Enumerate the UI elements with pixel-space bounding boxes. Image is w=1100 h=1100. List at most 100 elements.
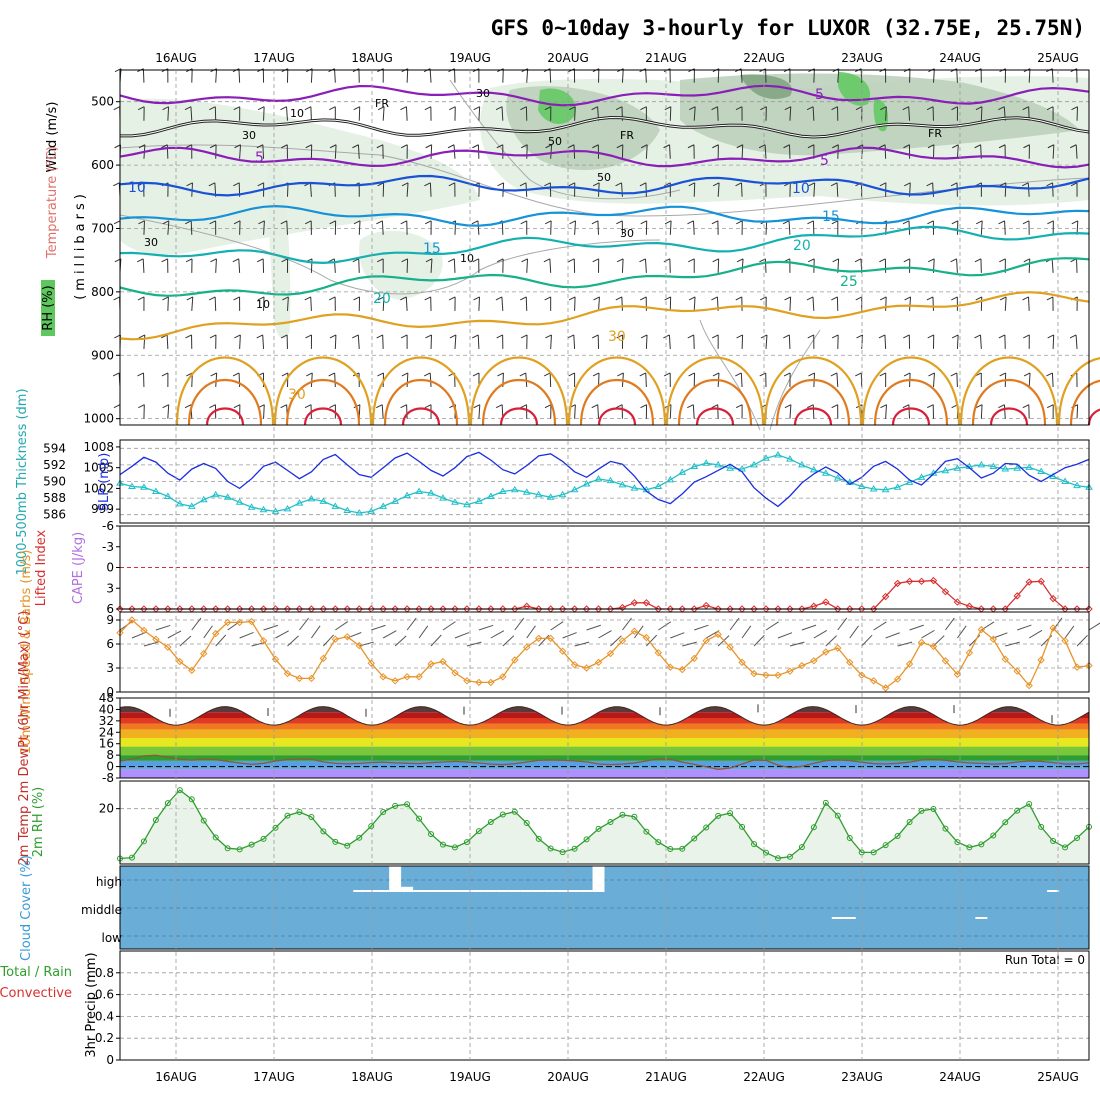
rh2m-point xyxy=(1038,823,1045,830)
wind-barb-flag xyxy=(950,372,958,377)
rh2m-point xyxy=(440,841,446,848)
precip-tick-label: 0.6 xyxy=(95,988,114,1002)
cloud-high-bar xyxy=(496,890,509,892)
contour-label: 20 xyxy=(373,291,391,307)
thickness-line xyxy=(119,454,1090,514)
wind-barb-flag xyxy=(928,372,935,377)
wind-barb-flag xyxy=(807,404,814,409)
rh2m-point xyxy=(511,808,518,815)
wind-barb xyxy=(190,220,193,235)
surface-warm-isotherm xyxy=(401,407,441,426)
wind-barb-flag xyxy=(712,372,720,377)
wind-barb xyxy=(621,296,623,311)
wind-barb xyxy=(238,372,241,387)
wind-speed-point xyxy=(307,674,316,683)
surface-wind-barb xyxy=(646,634,658,647)
wind-barb-flag xyxy=(783,372,791,377)
thickness-point xyxy=(463,500,471,508)
rh2m-point xyxy=(451,844,458,851)
thickness-point xyxy=(606,476,615,484)
rh2m-point xyxy=(547,845,554,852)
wind-barb xyxy=(740,68,743,83)
wind-barb-flag xyxy=(543,258,551,263)
wind-barb xyxy=(262,334,265,349)
wind-barb-flag xyxy=(377,296,385,301)
thickness-point xyxy=(546,493,555,500)
wind-barb-flag xyxy=(1046,296,1054,301)
wind-barb-flag xyxy=(735,404,743,409)
wind-barb xyxy=(980,220,983,235)
wind-gridlines xyxy=(120,619,1089,693)
wind-barb xyxy=(1004,220,1006,235)
surface-wind-barb xyxy=(921,629,935,639)
wind-barb xyxy=(788,220,791,235)
day-label-top: 20AUG xyxy=(547,51,589,65)
day-axis-labels: 16AUG 16AUG 17AUG 17AUG 18AUG 18AUG 19AUG 19AUG… xyxy=(155,51,1079,1084)
rh2m-point xyxy=(763,849,769,856)
rh2m-point xyxy=(846,834,853,841)
contour-label: 30 xyxy=(620,227,634,240)
wind-barb-flag xyxy=(904,296,911,301)
wind-barb-flag xyxy=(568,296,576,301)
thickness-point xyxy=(367,507,376,514)
wind-barb xyxy=(837,68,840,83)
wind-barb xyxy=(574,404,576,419)
surface-wind-barb xyxy=(694,624,709,631)
rh2m-point xyxy=(595,825,602,832)
wind-barb xyxy=(717,182,720,197)
rh2m-point xyxy=(188,796,195,803)
wind-barb xyxy=(693,182,696,197)
surface-wind-barb xyxy=(849,625,859,639)
wind-barb-flag xyxy=(998,220,1005,225)
rh2m-point xyxy=(990,832,997,839)
wind-barb-flag xyxy=(758,144,766,149)
wind-barb-flag xyxy=(545,334,552,339)
wind-barb xyxy=(909,296,912,311)
wind-barb xyxy=(956,144,959,159)
wind-barb xyxy=(1028,372,1031,387)
wind-barb xyxy=(956,334,959,349)
wind-barb-flag xyxy=(305,334,312,339)
surface-wind-barb xyxy=(179,635,192,647)
wind-barb-flag xyxy=(640,106,647,111)
wind-barb-flag xyxy=(878,334,886,339)
thickness-point xyxy=(199,495,208,503)
lifted-index-point xyxy=(1025,578,1033,586)
wind-barb-flag xyxy=(1070,182,1078,187)
wind-barb-flag xyxy=(544,182,551,187)
wind-barb-flag xyxy=(855,296,862,301)
wind-barb-flag xyxy=(449,334,457,339)
wind-speed-point xyxy=(176,657,184,666)
surface-warm-isotherm xyxy=(677,378,753,426)
wind-barb xyxy=(526,258,529,273)
rh2m-point xyxy=(655,839,662,846)
surface-warm-isotherm xyxy=(187,378,263,426)
rh-shaded-area xyxy=(359,230,443,300)
wind-barb-flag xyxy=(855,106,863,111)
y-tick-label: 20 xyxy=(99,802,114,816)
wind-barb-flag xyxy=(736,144,743,149)
wind-barb xyxy=(717,106,719,121)
surface-wind-barb xyxy=(478,624,494,631)
wind-barb-flag xyxy=(951,220,959,225)
wind-speed-point xyxy=(463,677,471,685)
contour-label: 20 xyxy=(793,238,811,254)
surface-warm-isotherm xyxy=(695,407,735,426)
thickness-point xyxy=(343,506,352,514)
rh2m-point xyxy=(810,824,817,831)
wind-barb-flag xyxy=(209,334,217,339)
wind-barb-flag xyxy=(593,296,600,301)
surface-wind-barb xyxy=(191,617,202,631)
y-tick-label: 9 xyxy=(106,613,114,627)
thickness-point xyxy=(857,482,866,489)
wind-barb-flag xyxy=(473,404,481,409)
surface-wind-barb xyxy=(753,634,765,647)
temp-tick-label: 8 xyxy=(106,748,114,762)
thickness-point xyxy=(594,475,603,482)
rh2m-point xyxy=(392,802,399,809)
wind-barb-flag xyxy=(639,258,646,263)
wind-speed-point xyxy=(869,677,878,685)
wind-barb-flag xyxy=(831,296,838,301)
cloud-high-bar xyxy=(520,890,533,892)
wind-barb-flag xyxy=(400,404,407,409)
